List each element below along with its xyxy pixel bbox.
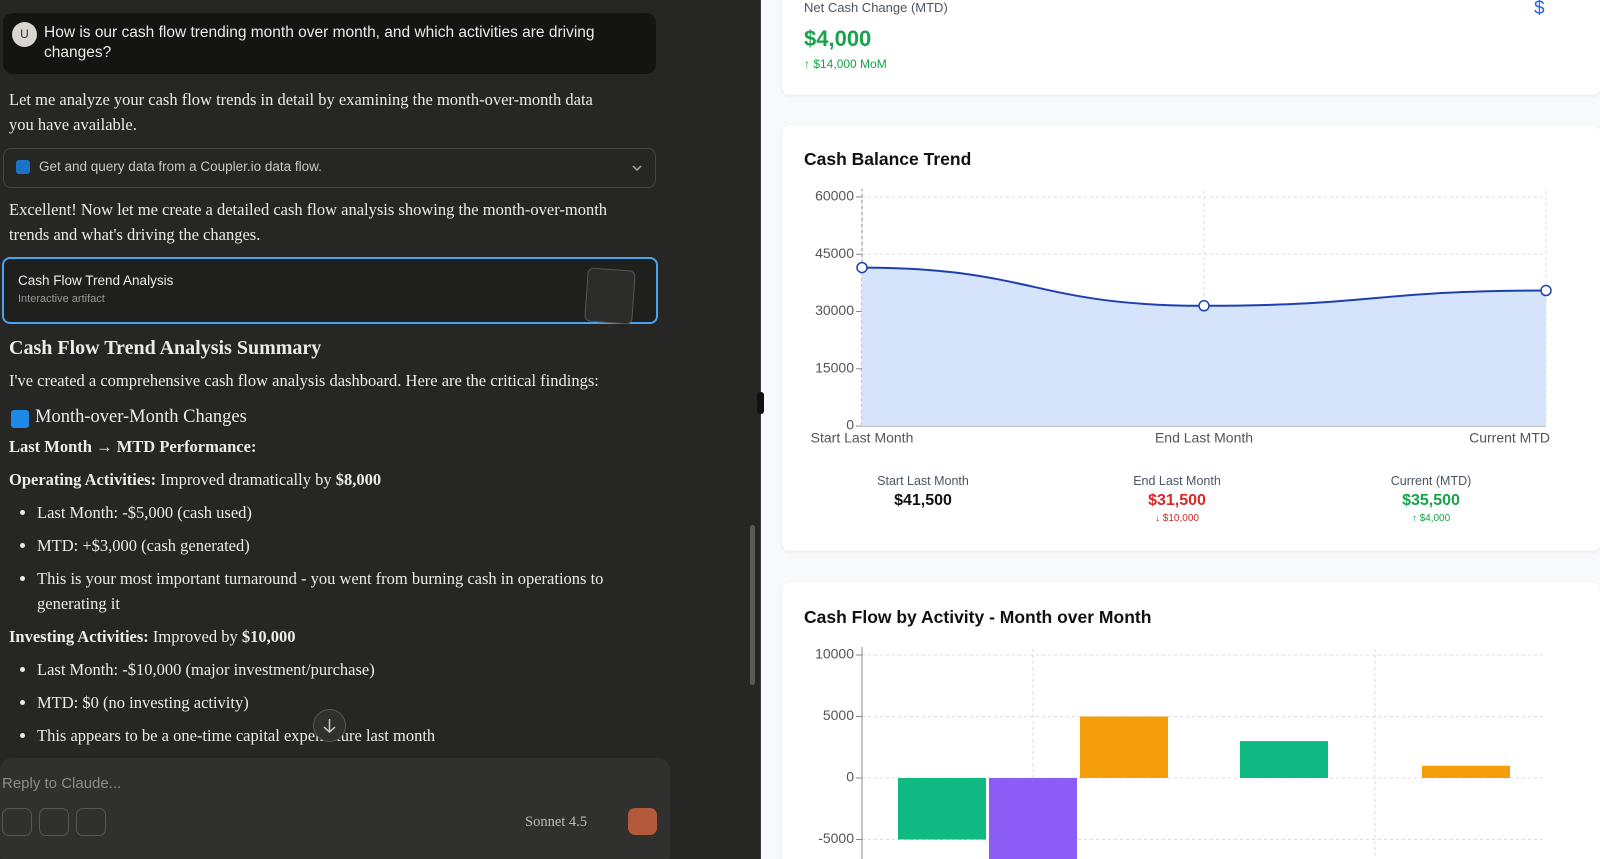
point [1540, 284, 1552, 297]
stat-label: Current (MTD) [1390, 474, 1472, 488]
bar [898, 778, 986, 840]
y-tick-label: 0 [846, 769, 854, 785]
finding: Investing Activities: Improved by $10,00… [9, 625, 629, 650]
stat-label: End Last Month [1133, 474, 1221, 488]
scrollbar[interactable] [750, 525, 755, 685]
y-tick-label: 60000 [815, 188, 854, 204]
bar [989, 778, 1077, 859]
add-button[interactable] [2, 808, 32, 836]
period-label: Last Month → MTD Performance: [9, 437, 257, 456]
resize-handle[interactable] [757, 392, 764, 414]
history-button[interactable] [76, 808, 106, 836]
finding: Operating Activities: Improved dramatica… [9, 468, 629, 493]
summary-intro: I've created a comprehensive cash flow a… [9, 371, 599, 390]
user-bubble [3, 13, 656, 74]
artifact-subtitle: Interactive artifact [18, 293, 105, 305]
stat-change: ↑ $4,000 [1411, 513, 1451, 524]
bullet: Last Month: -$5,000 (cash used) [37, 501, 629, 526]
stat-label: Start Last Month [877, 474, 969, 488]
stat: End Last Month $31,500 ↓ $10,000 [1077, 474, 1277, 524]
y-tick-label: 5000 [823, 707, 854, 723]
arrow-icon [323, 719, 336, 734]
stat-value: $35,500 [1402, 492, 1460, 509]
bullet-list: Last Month: -$5,000 (cash used) MTD: +$3… [9, 501, 629, 616]
area [862, 267, 1546, 426]
bullet: MTD: +$3,000 (cash generated) [37, 534, 629, 559]
input-placeholder: Reply to Claude... [2, 775, 122, 792]
bar [1240, 741, 1328, 778]
stat-value: $31,500 [1148, 492, 1206, 509]
finding-amount: $8,000 [335, 470, 382, 489]
x-tick-label: Start Last Month [811, 430, 914, 446]
user-message: How is our cash flow trending month over… [44, 24, 595, 61]
y-tick-label: 30000 [815, 302, 854, 318]
finding-text: Improved dramatically by [160, 470, 332, 489]
x-tick-label: End Last Month [1155, 430, 1253, 446]
bullet: MTD: $0 (no investing activity) [37, 691, 629, 716]
kpi-icon: $ [1534, 0, 1545, 19]
chevron [632, 165, 642, 172]
kpi-change: ↑ $14,000 MoM [804, 57, 887, 71]
send-button[interactable] [628, 808, 657, 835]
emoji-icon [11, 410, 29, 428]
tool-icon [16, 160, 30, 174]
y-tick-label: 45000 [815, 245, 854, 261]
x-tick-label: Current MTD [1469, 430, 1550, 446]
kpi-card: Net Cash Change (MTD) $4,000 ↑ $14,000 M… [782, 0, 1600, 95]
artifact-card[interactable]: Cash Flow Trend Analysis Interactive art… [2, 257, 658, 325]
finding-amount: $10,000 [241, 626, 296, 646]
artifact-title: Cash Flow Trend Analysis [18, 273, 174, 288]
user-avatar: U [12, 22, 37, 47]
y-tick-label: 15000 [815, 359, 854, 375]
bullet: Last Month: -$10,000 (major investment/p… [37, 658, 629, 683]
bullet: This is your most important turnaround -… [37, 567, 629, 616]
bar [1080, 716, 1168, 778]
chart-title: Cash Flow by Activity - Month over Month [804, 607, 1152, 627]
reply-text: Excellent! Now let me create a detailed … [9, 200, 608, 244]
y-tick-label: -5000 [818, 830, 854, 846]
divider [760, 0, 761, 859]
section-heading: Month-over-Month Changes [35, 407, 247, 427]
reply-text: Let me analyze your cash flow trends in … [9, 90, 593, 134]
stat: Start Last Month $41,500 [823, 474, 1023, 510]
stat-value: $41,500 [894, 492, 952, 509]
finding-label: Operating Activities: [9, 470, 157, 489]
y-tick-label: 10000 [815, 646, 854, 662]
bar [1422, 765, 1510, 778]
settings-button[interactable] [39, 808, 69, 836]
scroll-down-button[interactable] [313, 709, 346, 742]
finding-text: Improved by [152, 626, 238, 646]
point [856, 261, 868, 274]
tool-call[interactable]: Get and query data from a Coupler.io dat… [3, 148, 656, 188]
finding-label: Investing Activities: [9, 626, 149, 646]
kpi-value: $4,000 [804, 26, 872, 51]
y-tick-label: 0 [846, 417, 854, 433]
stat-change: ↓ $10,000 [1155, 513, 1199, 524]
chat-panel: U How is our cash flow trending month ov… [0, 0, 760, 859]
stat: Current (MTD) $35,500 ↑ $4,000 [1331, 474, 1531, 524]
chart-title: Cash Balance Trend [804, 149, 972, 169]
input-box[interactable]: Reply to Claude... Sonnet 4.5 [0, 758, 670, 859]
tool-label: Get and query data from a Coupler.io dat… [39, 159, 322, 174]
model-selector[interactable]: Sonnet 4.5 [525, 814, 588, 830]
kpi-label: Net Cash Change (MTD) [804, 0, 948, 15]
summary-heading: Cash Flow Trend Analysis Summary [9, 337, 322, 359]
point [1198, 300, 1210, 312]
